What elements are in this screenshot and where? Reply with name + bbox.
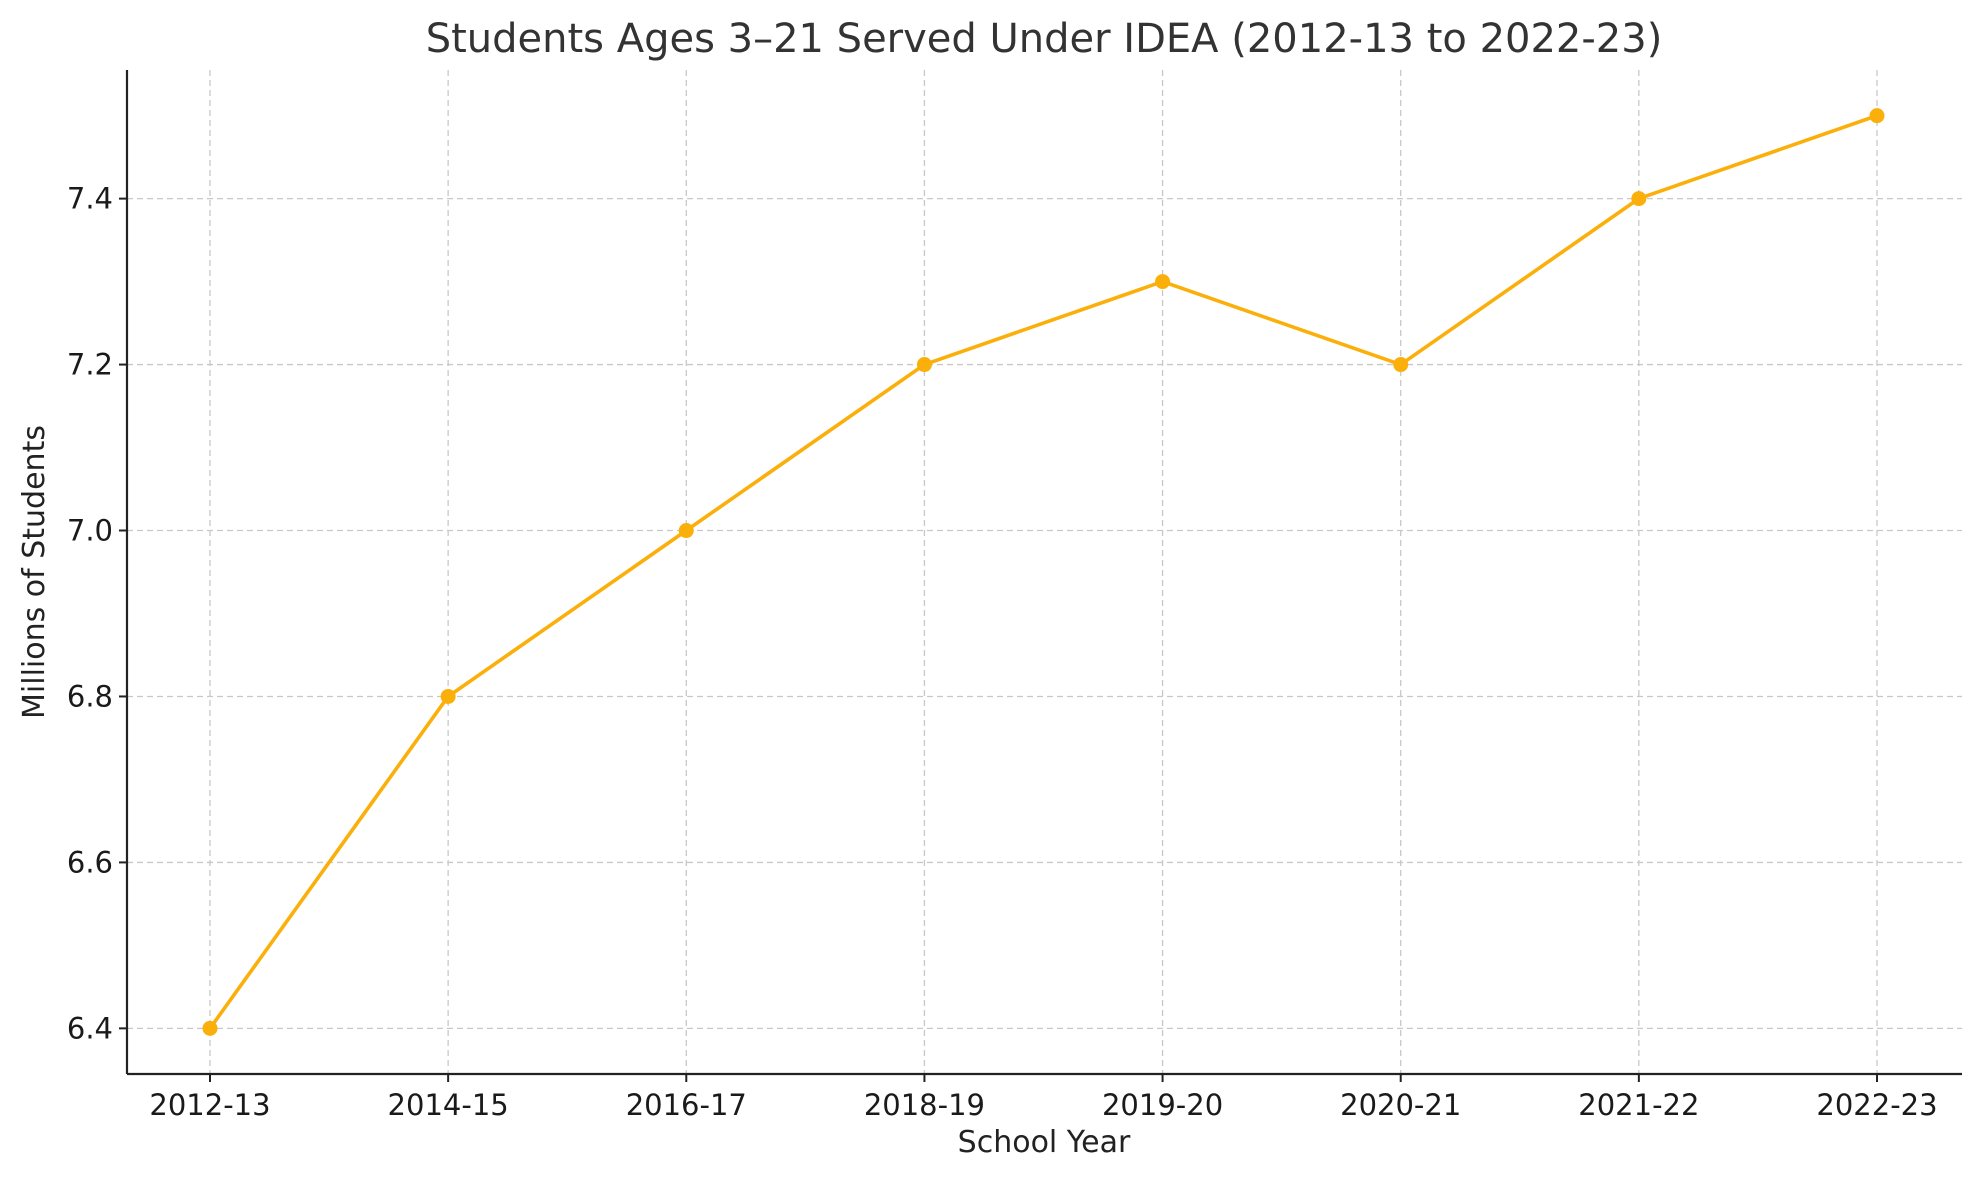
y-tick-label: 7.0 xyxy=(67,514,113,548)
x-tick-label: 2022-23 xyxy=(1816,1088,1937,1122)
y-tick-label: 6.4 xyxy=(67,1011,113,1045)
y-tick-label: 6.6 xyxy=(67,845,113,879)
axes-layer xyxy=(125,70,1962,1076)
x-tick-label: 2021-22 xyxy=(1578,1088,1699,1122)
x-tick-label: 2014-15 xyxy=(388,1088,509,1122)
x-tick-label: 2020-21 xyxy=(1340,1088,1461,1122)
x-tick-label: 2018-19 xyxy=(864,1088,985,1122)
data-point xyxy=(1869,108,1885,124)
y-tick-label: 6.8 xyxy=(67,679,113,713)
data-point xyxy=(916,357,932,373)
x-tick-label: 2016-17 xyxy=(626,1088,747,1122)
x-tick-label: 2012-13 xyxy=(149,1088,270,1122)
series-line xyxy=(208,113,1879,1031)
series-layer xyxy=(202,108,1885,1036)
data-point xyxy=(1631,191,1647,207)
y-tick-label: 7.4 xyxy=(67,182,113,216)
data-point xyxy=(678,523,694,539)
x-tick-label: 2019-20 xyxy=(1102,1088,1223,1122)
data-point xyxy=(1155,274,1171,290)
data-point xyxy=(1393,357,1409,373)
y-axis-label: Millions of Students xyxy=(17,425,52,719)
y-tick-label: 7.2 xyxy=(67,348,113,382)
ticks-layer: 2012-13 2014-15 2016-17 2018-19 2019-20 2020-… xyxy=(67,182,1938,1122)
x-axis-label: School Year xyxy=(958,1125,1131,1160)
grid-layer xyxy=(127,70,1962,1074)
data-point xyxy=(440,688,456,704)
chart-title: Students Ages 3–21 Served Under IDEA (20… xyxy=(426,16,1663,62)
data-point xyxy=(202,1020,218,1036)
